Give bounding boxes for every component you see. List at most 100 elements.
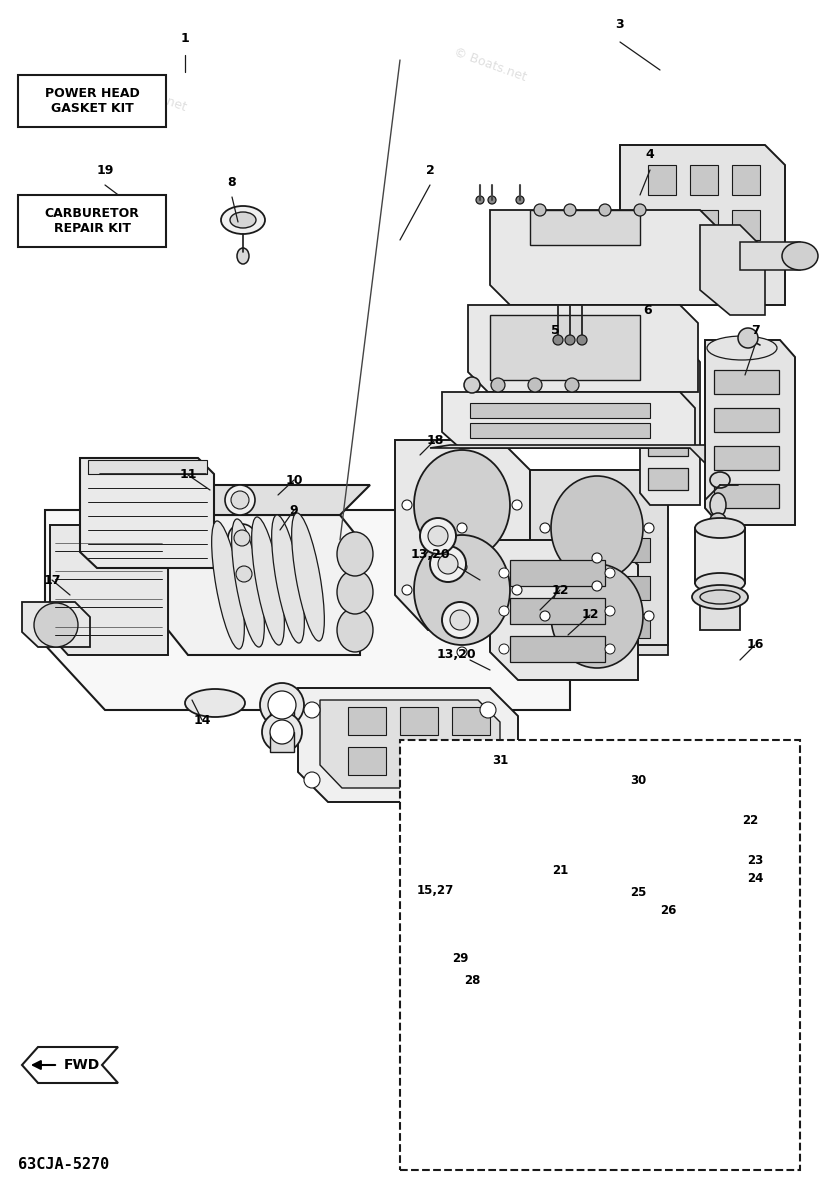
Ellipse shape xyxy=(512,584,522,595)
Ellipse shape xyxy=(230,212,256,228)
Ellipse shape xyxy=(692,584,748,608)
Ellipse shape xyxy=(499,644,509,654)
Bar xyxy=(648,254,676,284)
Ellipse shape xyxy=(605,644,615,654)
Polygon shape xyxy=(530,470,668,646)
Text: 21: 21 xyxy=(552,864,568,876)
Ellipse shape xyxy=(738,328,758,348)
Polygon shape xyxy=(640,350,700,505)
Polygon shape xyxy=(490,540,638,680)
Ellipse shape xyxy=(491,378,505,392)
Polygon shape xyxy=(320,700,500,788)
Bar xyxy=(510,560,605,586)
Polygon shape xyxy=(22,602,90,647)
Ellipse shape xyxy=(457,438,467,448)
Bar xyxy=(648,210,676,240)
Ellipse shape xyxy=(414,450,510,560)
Bar xyxy=(452,746,490,775)
Bar xyxy=(648,468,688,490)
Bar xyxy=(732,210,760,240)
Ellipse shape xyxy=(480,772,496,788)
Bar xyxy=(88,460,207,474)
Text: 18: 18 xyxy=(427,433,444,446)
Ellipse shape xyxy=(695,572,745,593)
Ellipse shape xyxy=(527,358,563,392)
Bar xyxy=(400,746,438,775)
Polygon shape xyxy=(490,210,720,305)
Text: 17: 17 xyxy=(43,574,61,587)
Ellipse shape xyxy=(710,472,730,488)
Ellipse shape xyxy=(430,546,466,582)
Bar xyxy=(18,194,166,247)
Bar xyxy=(562,538,650,562)
Text: 7: 7 xyxy=(751,324,759,336)
Ellipse shape xyxy=(231,491,249,509)
Text: © Boats.net: © Boats.net xyxy=(452,46,528,84)
Polygon shape xyxy=(395,440,530,630)
Ellipse shape xyxy=(695,518,745,538)
Bar xyxy=(510,636,605,662)
Text: 25: 25 xyxy=(630,887,646,900)
Ellipse shape xyxy=(337,570,373,614)
Polygon shape xyxy=(700,226,765,314)
Text: 13,20: 13,20 xyxy=(410,548,450,562)
Bar xyxy=(740,242,800,270)
Bar xyxy=(400,740,800,1170)
Polygon shape xyxy=(298,688,518,802)
Text: POWER HEAD
GASKET KIT: POWER HEAD GASKET KIT xyxy=(44,86,139,115)
Polygon shape xyxy=(705,340,795,526)
Text: 12: 12 xyxy=(551,583,568,596)
Bar xyxy=(510,598,605,624)
Bar xyxy=(562,576,650,600)
Polygon shape xyxy=(168,515,360,655)
Ellipse shape xyxy=(337,608,373,652)
Bar xyxy=(452,707,490,734)
Text: 28: 28 xyxy=(464,973,480,986)
Bar xyxy=(470,403,650,418)
Text: 1: 1 xyxy=(181,31,189,44)
Ellipse shape xyxy=(605,606,615,616)
Ellipse shape xyxy=(464,377,480,392)
Text: 30: 30 xyxy=(630,774,646,786)
Ellipse shape xyxy=(782,242,818,270)
Ellipse shape xyxy=(499,606,509,616)
Polygon shape xyxy=(50,526,168,655)
Ellipse shape xyxy=(442,602,478,638)
Bar xyxy=(732,164,760,194)
Text: 22: 22 xyxy=(742,814,758,827)
Ellipse shape xyxy=(551,476,643,580)
Polygon shape xyxy=(22,1046,118,1082)
Ellipse shape xyxy=(517,347,573,403)
Ellipse shape xyxy=(234,530,250,546)
Bar xyxy=(648,366,688,388)
Text: © Boats.net: © Boats.net xyxy=(112,76,188,114)
Ellipse shape xyxy=(551,564,643,668)
Ellipse shape xyxy=(605,568,615,578)
Ellipse shape xyxy=(304,772,320,788)
Text: 14: 14 xyxy=(193,714,210,726)
Text: 3: 3 xyxy=(616,18,624,31)
Bar xyxy=(270,732,294,752)
Ellipse shape xyxy=(34,602,78,647)
Bar xyxy=(348,707,386,734)
Ellipse shape xyxy=(292,512,324,641)
Text: 2: 2 xyxy=(426,163,434,176)
Bar xyxy=(732,254,760,284)
Polygon shape xyxy=(442,392,695,448)
Ellipse shape xyxy=(710,493,726,517)
Text: 29: 29 xyxy=(452,952,468,965)
Ellipse shape xyxy=(232,518,265,647)
Text: 4: 4 xyxy=(645,149,654,162)
Ellipse shape xyxy=(592,581,602,590)
Ellipse shape xyxy=(262,712,302,752)
Ellipse shape xyxy=(592,553,602,563)
Bar xyxy=(648,164,676,194)
Ellipse shape xyxy=(480,702,496,718)
Text: © Boats.net: © Boats.net xyxy=(492,641,568,679)
Ellipse shape xyxy=(251,517,284,646)
Ellipse shape xyxy=(414,535,510,646)
Bar xyxy=(648,400,688,422)
Ellipse shape xyxy=(476,196,484,204)
Polygon shape xyxy=(548,515,668,655)
Ellipse shape xyxy=(402,584,412,595)
